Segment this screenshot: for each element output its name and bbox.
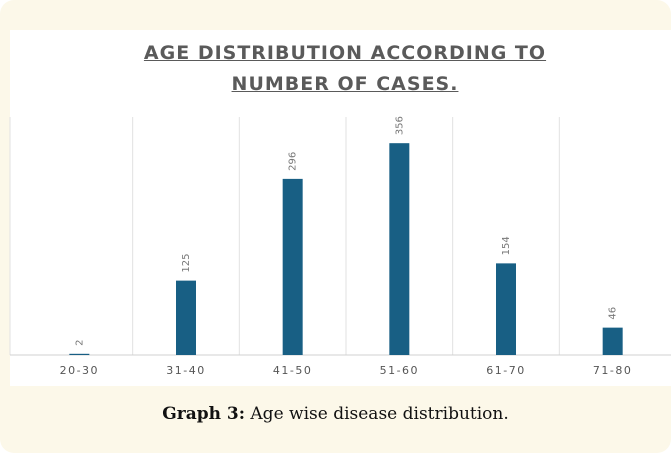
title-box: AGE DISTRIBUTION ACCORDING TO NUMBER OF …: [143, 42, 547, 95]
bar: [176, 280, 196, 355]
caption-text: Age wise disease distribution.: [250, 404, 509, 424]
x-tick-label: 71-80: [593, 364, 632, 377]
data-label: 154: [501, 236, 512, 255]
data-label: 356: [394, 116, 405, 135]
bar: [602, 327, 623, 355]
caption: Graph 3: Age wise disease distribution.: [0, 404, 671, 424]
data-label: 125: [181, 254, 192, 273]
bar: [496, 263, 516, 355]
x-tick-label: 20-30: [60, 364, 99, 377]
data-label: 296: [288, 152, 299, 171]
chart-title: AGE DISTRIBUTION ACCORDING TO NUMBER OF …: [143, 42, 547, 95]
data-label: 46: [608, 307, 619, 320]
bar: [389, 143, 410, 355]
chart-panel: [10, 30, 671, 386]
bar: [69, 353, 90, 355]
caption-label: Graph 3:: [162, 404, 245, 424]
data-label: 2: [74, 339, 85, 345]
bar: [282, 178, 303, 355]
x-tick-label: 61-70: [486, 364, 525, 377]
x-tick-label: 51-60: [380, 364, 419, 377]
x-tick-label: 41-50: [273, 364, 312, 377]
x-tick-label: 31-40: [166, 364, 205, 377]
